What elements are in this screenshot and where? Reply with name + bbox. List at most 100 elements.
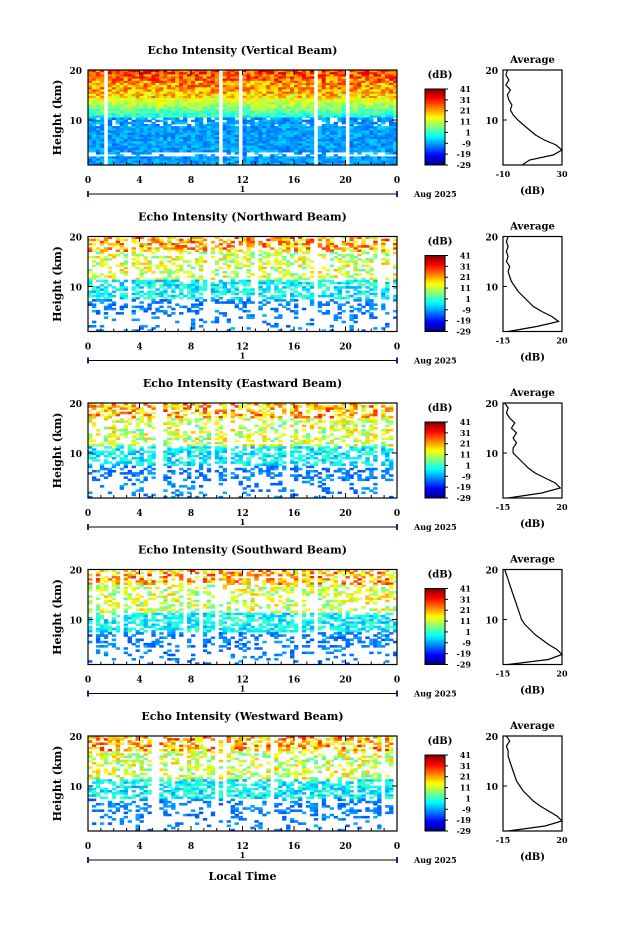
y-tick-label: 10	[69, 617, 82, 627]
panel-title: Echo Intensity (Northward Beam)	[138, 211, 347, 224]
colorbar-tick-label: 41	[460, 417, 471, 427]
panel-2: Echo Intensity (Eastward Beam) Height (km…	[51, 377, 568, 532]
y-tick-label: 20	[69, 567, 82, 577]
profile-y-tick-label: 10	[485, 117, 498, 127]
profile-y-tick-label: 20	[485, 67, 498, 77]
colorbar-tick-label: 11	[460, 616, 471, 626]
colorbar-tick-label: 1	[465, 294, 471, 304]
colorbar-unit: (dB)	[428, 237, 453, 248]
profile-line	[505, 735, 564, 832]
profile-title: Average	[509, 55, 555, 66]
profile-y-tick-label: 10	[485, 617, 498, 627]
profile-y-tick-label: 20	[485, 567, 498, 577]
x-tick-label: 8	[188, 509, 194, 519]
date-label: Aug 2025	[413, 855, 457, 865]
x-tick-label: 0	[394, 509, 400, 519]
profile-y-tick-label: 10	[485, 783, 498, 793]
x-tick-label: 12	[236, 176, 249, 186]
colorbar-frame	[424, 88, 446, 166]
profile-line	[505, 236, 560, 333]
panel-3: Echo Intensity (Southward Beam) Height (k…	[51, 544, 568, 699]
heatmap	[88, 403, 394, 499]
profile-frame	[502, 568, 563, 666]
y-tick-label: 20	[69, 400, 82, 410]
profile-x-tick-label: 20	[556, 835, 568, 845]
x-tick-label: 16	[288, 343, 301, 353]
x-axis-label: Local Time	[209, 870, 277, 883]
profile-x-label: (dB)	[520, 186, 545, 197]
panel-title: Echo Intensity (Vertical Beam)	[147, 44, 337, 57]
y-tick-label: 20	[69, 67, 82, 77]
x-tick-label: 8	[188, 176, 194, 186]
y-tick-label: 10	[69, 783, 82, 793]
x-tick-label: 0	[85, 343, 91, 353]
panel-title: Echo Intensity (Eastward Beam)	[143, 377, 342, 390]
colorbar-tick-label: 21	[460, 106, 471, 116]
colorbar-tick-label: -9	[462, 471, 471, 481]
profile-y-tick-label: 20	[485, 400, 498, 410]
profile-x-tick-label: 20	[556, 669, 568, 679]
date-label: Aug 2025	[413, 356, 457, 366]
colorbar-tick-label: -29	[457, 493, 472, 503]
colorbar-tick-label: 11	[460, 450, 471, 460]
x-tick-label: 20	[339, 509, 352, 519]
y-axis-label: Height (km)	[51, 413, 64, 489]
profile-x-tick-label: -15	[496, 502, 510, 512]
x-tick-label: 16	[288, 176, 301, 186]
colorbar	[425, 255, 445, 332]
colorbar-tick-label: 41	[460, 750, 471, 760]
heatmap	[88, 70, 398, 166]
x-tick-label: 8	[188, 343, 194, 353]
colorbar-unit: (dB)	[428, 570, 453, 581]
panel-title: Echo Intensity (Westward Beam)	[141, 710, 343, 723]
colorbar-tick-label: -9	[462, 804, 471, 814]
y-axis-label: Height (km)	[51, 246, 64, 322]
day-marker: 1	[240, 850, 246, 860]
colorbar-unit: (dB)	[428, 403, 453, 414]
colorbar-tick-label: -29	[457, 160, 472, 170]
profile-x-label: (dB)	[520, 519, 545, 530]
heatmap	[88, 736, 394, 832]
x-tick-label: 0	[85, 676, 91, 686]
heatmap	[88, 569, 398, 665]
profile-y-tick-label: 20	[485, 733, 498, 743]
colorbar-tick-label: -29	[457, 660, 472, 670]
x-tick-label: 16	[288, 842, 301, 852]
x-tick-label: 0	[394, 343, 400, 353]
y-axis-label: Height (km)	[51, 579, 64, 655]
colorbar-tick-label: -9	[462, 138, 471, 148]
x-tick-label: 8	[188, 842, 194, 852]
profile-x-tick-label: 30	[556, 169, 568, 179]
x-tick-label: 12	[236, 842, 249, 852]
x-tick-label: 4	[136, 343, 142, 353]
x-tick-label: 0	[394, 676, 400, 686]
colorbar-unit: (dB)	[428, 70, 453, 81]
x-tick-label: 0	[394, 842, 400, 852]
profile-x-tick-label: -15	[496, 669, 510, 679]
profile-x-tick-label: -10	[496, 169, 511, 179]
colorbar-tick-label: -19	[457, 482, 472, 492]
colorbar-tick-label: 11	[460, 117, 471, 127]
colorbar-frame	[424, 421, 446, 499]
colorbar-frame	[424, 255, 446, 332]
panel-1: Echo Intensity (Northward Beam) Height (k…	[51, 211, 568, 366]
colorbar-tick-label: 1	[465, 627, 471, 637]
x-tick-label: 16	[288, 509, 301, 519]
colorbar	[425, 588, 445, 665]
colorbar-tick-label: 31	[460, 95, 471, 105]
colorbar-tick-label: 1	[465, 127, 471, 137]
day-marker: 1	[240, 517, 246, 527]
colorbar-tick-label: 1	[465, 460, 471, 470]
colorbar-tick-label: 11	[460, 283, 471, 293]
x-tick-label: 8	[188, 676, 194, 686]
colorbar-tick-label: 31	[460, 761, 471, 771]
colorbar-tick-label: -29	[457, 327, 472, 337]
profile-title: Average	[509, 721, 555, 732]
y-tick-label: 20	[69, 234, 82, 244]
colorbar-tick-label: 31	[460, 261, 471, 271]
colorbar-tick-label: 21	[460, 439, 471, 449]
profile-x-tick-label: -15	[496, 835, 510, 845]
panel-4: Echo Intensity (Westward Beam) Height (km…	[51, 710, 568, 865]
colorbar-tick-label: 21	[460, 772, 471, 782]
profile-title: Average	[509, 388, 555, 399]
